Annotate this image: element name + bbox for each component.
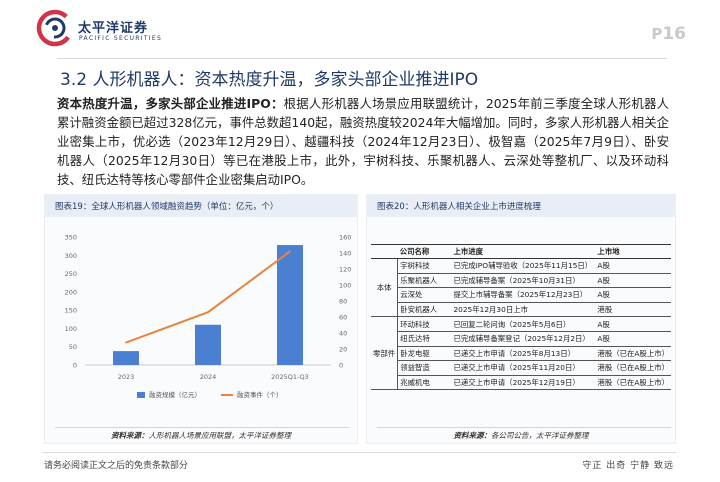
table-cell-progress: 已完成辅导备案（2025年10月31日） — [451, 273, 596, 289]
footer-motto: 守正 出奇 宁静 致远 — [582, 461, 674, 471]
table-row: 乐聚机器人 已完成辅导备案（2025年10月31日） A股 — [371, 273, 671, 289]
chart-line-point — [207, 311, 209, 313]
y-left-tick-label: 100 — [65, 325, 77, 333]
ipo-progress-table: 公司名称 上市进度 上市地 本体 宇树科技 已完成IPO辅导验收（2025年11月1… — [371, 244, 671, 391]
table-cell-company: 宇树科技 — [397, 258, 452, 274]
legend-swatch-bar — [137, 392, 145, 398]
page-number: P16 — [651, 24, 686, 44]
footer-divider — [42, 452, 676, 453]
figure19-title: 图表19：全球人形机器人领域融资趋势（单位：亿元，个） — [45, 195, 357, 217]
table-cell-company: 云深处 — [397, 287, 452, 303]
figure-ipo-progress: 图表20：人形机器人相关企业上市进度梳理 公司名称 上市进度 上市地 本体 宇树科… — [366, 194, 676, 444]
section-title: 3.2 人形机器人：资本热度升温，多家头部企业推进IPO — [60, 70, 479, 90]
table-cell-progress: 已完成辅导备案登记（2025年12月2日） — [451, 331, 596, 347]
legend-label-line: 融资事件（个） — [237, 390, 283, 399]
table-category-cell: 零部件 — [371, 316, 399, 391]
brand-name-cn: 太平洋证券 — [78, 21, 149, 36]
table-row: 领益智造 已递交上市申请（2025年11月20日） 港股（已在A股上市） — [371, 360, 671, 376]
y-right-tick-label: 20 — [339, 346, 347, 354]
figure19-divider — [55, 427, 349, 428]
y-left-tick-label: 250 — [65, 270, 77, 278]
y-right-tick-label: 120 — [339, 266, 351, 274]
table-cell-progress: 已递交上市申请（2025年12月19日） — [451, 375, 596, 391]
table-cell-market: A股 — [595, 331, 671, 347]
table-cell-company: 卧安机器人 — [397, 302, 452, 318]
table-cell-progress: 2025年12月30日上市 — [451, 302, 596, 318]
legend-label-bar: 融资规模（亿元） — [149, 390, 201, 399]
table-header-category — [371, 244, 398, 259]
table-header-row: 公司名称 上市进度 上市地 — [371, 244, 671, 259]
y-left-tick-label: 0 — [73, 362, 77, 370]
chart-bar — [195, 324, 221, 365]
header-divider — [57, 58, 667, 59]
y-left-tick-label: 350 — [65, 234, 77, 242]
table-cell-company: 卧龙电驱 — [397, 346, 452, 362]
chart-bar — [277, 245, 303, 365]
financing-chart: 0 50 100 150 200 250 300 350 0 20 40 60 80 100 120 140 1… — [65, 234, 352, 400]
table-row: 本体 宇树科技 已完成IPO辅导验收（2025年11月15日） A股 — [371, 258, 671, 318]
chart-line-point — [289, 250, 291, 253]
table-cell-company: 乐聚机器人 — [397, 273, 452, 289]
table-cell-market: 港股 — [595, 302, 671, 318]
table-cell-market: 港股（已在A股上市） — [595, 360, 671, 376]
table-cell-progress: 提交上市辅导备案（2025年12月23日） — [451, 287, 596, 303]
brand-name-en: PACIFIC SECURITIES — [79, 35, 163, 42]
figure-financing-trend: 图表19：全球人形机器人领域融资趋势（单位：亿元，个） 0 50 100 150 200… — [44, 194, 358, 444]
y-right-tick-label: 100 — [339, 282, 351, 290]
table-cell-progress: 已递交上市申请（2025年8月13日） — [451, 346, 596, 362]
table-cell-market: A股 — [595, 316, 671, 332]
table-cell-progress: 已递交上市申请（2025年11月20日） — [451, 360, 596, 376]
table-cell-company: 兆威机电 — [397, 375, 452, 391]
table-row: 兆威机电 已递交上市申请（2025年12月19日） 港股（已在A股上市） — [371, 375, 671, 391]
y-right-tick-label: 160 — [339, 234, 351, 242]
table-cell-progress: 已完成IPO辅导验收（2025年11月15日） — [451, 258, 596, 274]
figure20-source: 资料来源：各公司公告，太平洋证券整理 — [453, 431, 589, 440]
figure19-source: 资料来源：人形机器人场景应用联盟，太平洋证券整理 — [111, 431, 291, 440]
body-paragraph: 资本热度升温，多家头部企业推进IPO：根据人形机器人场景应用联盟统计，2025年… — [57, 94, 669, 189]
brand-logo: 太平洋证券 PACIFIC SECURITIES — [36, 8, 196, 48]
table-row: 卧安机器人 2025年12月30日上市 港股 — [371, 302, 671, 318]
y-right-tick-label: 40 — [339, 330, 347, 338]
y-left-tick-label: 50 — [69, 343, 77, 351]
y-right-tick-label: 60 — [339, 314, 347, 322]
chart-bar — [113, 351, 139, 365]
table-category-cell: 本体 — [371, 258, 399, 318]
y-right-tick-label: 140 — [339, 250, 351, 258]
table-cell-market: A股 — [595, 273, 671, 289]
table-row: 卧龙电驱 已递交上市申请（2025年8月13日） 港股（已在A股上市） — [371, 346, 671, 362]
footer-disclaimer: 请务必阅读正文之后的免责条款部分 — [44, 461, 189, 471]
table-cell-market: 港股（已在A股上市） — [595, 346, 671, 362]
table-header-market: 上市地 — [595, 244, 671, 259]
y-left-tick-label: 150 — [65, 307, 77, 315]
table-row: 云深处 提交上市辅导备案（2025年12月23日） A股 — [371, 287, 671, 303]
table-cell-market: 港股（已在A股上市） — [595, 375, 671, 391]
x-tick-label: 2023 — [118, 373, 135, 381]
table-cell-market: A股 — [595, 258, 671, 274]
figure20-divider — [377, 427, 671, 428]
table-cell-company: 领益智造 — [397, 360, 452, 376]
paragraph-lead: 资本热度升温，多家头部企业推进IPO： — [57, 96, 284, 111]
y-left-tick-label: 300 — [65, 252, 77, 260]
y-right-tick-label: 80 — [339, 298, 347, 306]
x-tick-label: 2024 — [200, 373, 217, 381]
y-left-tick-label: 200 — [65, 288, 77, 296]
table-header-company: 公司名称 — [397, 244, 452, 259]
table-row: 纽氏达特 已完成辅导备案登记（2025年12月2日） A股 — [371, 331, 671, 347]
figure20-title: 图表20：人形机器人相关企业上市进度梳理 — [367, 195, 675, 217]
table-row: 零部件 环动科技 已回复二轮问询（2025年5月6日） A股 — [371, 316, 671, 391]
chart-line-point — [125, 341, 127, 344]
table-cell-company: 环动科技 — [397, 316, 452, 332]
brand-logo-icon — [36, 9, 74, 47]
table-cell-market: A股 — [595, 287, 671, 303]
paragraph-body: 根据人形机器人场景应用联盟统计，2025年前三季度全球人形机器人累计融资金额已超… — [57, 96, 669, 187]
table-cell-progress: 已回复二轮问询（2025年5月6日） — [451, 316, 596, 332]
y-right-tick-label: 0 — [339, 362, 343, 370]
table-header-progress: 上市进度 — [451, 244, 596, 259]
x-tick-label: 2025Q1-Q3 — [271, 373, 309, 381]
table-cell-company: 纽氏达特 — [397, 331, 452, 347]
